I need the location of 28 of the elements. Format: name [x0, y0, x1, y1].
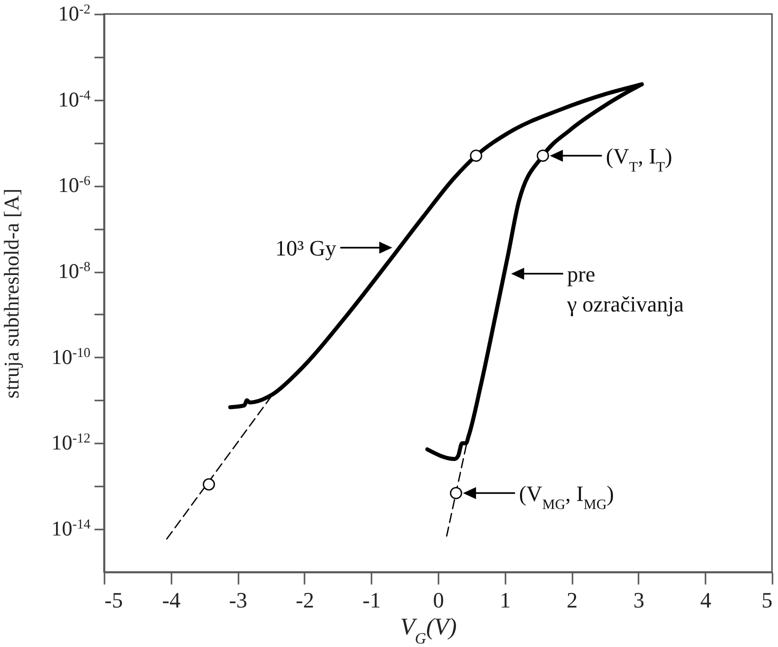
point — [470, 150, 482, 162]
annotation: pre γ ozračivanja — [566, 262, 684, 317]
x-tick-label: 4 — [700, 588, 712, 612]
y-tick-label: 10$^{-4}$ — [58, 86, 91, 112]
y-axis-title: struja subthreshold-a [A] — [0, 188, 24, 398]
annotation: (V$_{T}$, I$_{T}$) — [606, 144, 672, 176]
x-tick-label: 5 — [762, 588, 772, 612]
point — [536, 150, 550, 162]
x-tick-label: -2 — [296, 588, 314, 612]
x-axis-title: V$_{G}$(V) — [400, 614, 457, 647]
y-tick-label: 10$^{-10}$ — [51, 344, 91, 369]
y-tick-label: 10$^{-2}$ — [58, 1, 91, 26]
annotation: (V$_{MG}$, I$_{MG}$) — [519, 481, 614, 514]
point — [450, 486, 462, 500]
x-tick-label: 2 — [566, 588, 578, 612]
x-tick-label: -5 — [104, 588, 123, 612]
x-tick-label: 1 — [500, 588, 511, 612]
y-tick-label: 10$^{-14}$ — [51, 516, 91, 541]
point — [202, 478, 216, 490]
x-tick-label: 3 — [633, 588, 644, 612]
y-tick-label: 10$^{-8}$ — [58, 258, 91, 284]
annotation: 10³ Gy — [275, 236, 336, 261]
x-tick-label: 0 — [433, 588, 444, 612]
y-tick-label: 10$^{-12}$ — [51, 430, 91, 455]
y-tick-label: 10$^{-6}$ — [58, 172, 91, 198]
x-tick-label: -3 — [228, 588, 248, 612]
x-tick-label: -4 — [162, 588, 180, 612]
x-tick-label: -1 — [362, 588, 381, 612]
